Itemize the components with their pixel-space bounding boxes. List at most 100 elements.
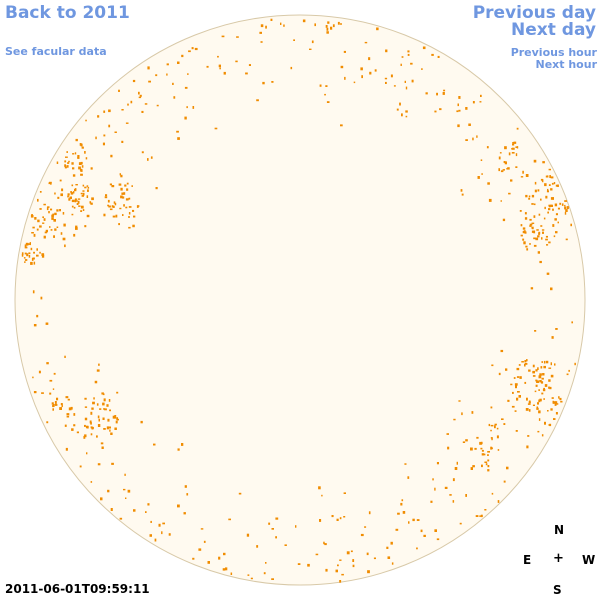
facula-mark — [100, 497, 103, 501]
facula-mark — [519, 210, 522, 212]
facula-mark — [528, 400, 531, 404]
facula-mark — [542, 161, 545, 164]
facula-mark — [118, 89, 120, 92]
facula-mark — [564, 206, 567, 210]
facula-mark — [548, 184, 551, 186]
facula-mark — [571, 321, 573, 324]
facula-mark — [57, 196, 60, 199]
previous-day-link[interactable]: Previous day — [472, 3, 596, 23]
facula-mark — [343, 516, 346, 518]
facula-mark — [149, 534, 152, 537]
facula-mark — [559, 202, 562, 205]
facula-mark — [73, 424, 76, 427]
facula-mark — [33, 391, 37, 394]
facula-mark — [72, 174, 76, 177]
facula-mark — [125, 206, 128, 209]
facula-mark — [447, 446, 450, 450]
facula-mark — [437, 55, 440, 58]
facula-mark — [369, 71, 372, 75]
facula-mark — [59, 209, 61, 212]
facula-mark — [517, 391, 520, 393]
next-day-link[interactable]: Next day — [511, 20, 596, 40]
facula-mark — [487, 465, 490, 468]
facula-mark — [444, 486, 448, 489]
facula-mark — [541, 434, 544, 437]
facula-mark — [77, 156, 80, 159]
facula-mark — [480, 514, 483, 518]
facula-mark — [218, 556, 221, 560]
facula-mark — [539, 380, 542, 383]
compass-south-label: S — [553, 583, 562, 597]
facula-mark — [524, 381, 527, 384]
facula-mark — [540, 366, 543, 369]
facula-mark — [494, 423, 497, 426]
facula-mark — [147, 158, 149, 161]
facula-mark — [550, 287, 553, 291]
facula-mark — [101, 392, 104, 395]
facula-mark — [54, 228, 57, 231]
back-to-year-link[interactable]: Back to 2011 — [5, 3, 130, 23]
facula-mark — [147, 503, 150, 506]
facula-mark — [548, 208, 551, 211]
facula-mark — [462, 441, 466, 443]
facula-mark — [538, 410, 541, 414]
facula-mark — [545, 195, 548, 199]
facula-mark — [184, 485, 187, 488]
facula-mark — [90, 422, 92, 425]
facula-mark — [529, 243, 531, 245]
facula-mark — [325, 85, 328, 87]
facula-mark — [544, 183, 547, 187]
previous-hour-link[interactable]: Previous hour — [510, 46, 597, 59]
facula-mark — [542, 231, 544, 234]
facula-mark — [535, 384, 538, 387]
facula-mark — [538, 231, 541, 235]
facula-mark — [85, 119, 87, 122]
facula-mark — [536, 407, 539, 410]
facula-mark — [434, 110, 437, 113]
facula-mark — [119, 207, 122, 210]
facula-mark — [511, 147, 515, 150]
observation-timestamp: 2011-06-01T09:59:11 — [5, 582, 150, 596]
see-facular-data-link[interactable]: See facular data — [5, 45, 107, 58]
facula-mark — [84, 406, 88, 408]
facula-mark — [128, 216, 130, 218]
facula-mark — [263, 572, 266, 575]
facula-mark — [90, 167, 93, 170]
next-hour-link[interactable]: Next hour — [535, 58, 598, 71]
facula-mark — [552, 197, 554, 200]
facula-mark — [97, 463, 101, 466]
facula-mark — [518, 364, 521, 366]
facula-mark — [194, 47, 198, 51]
facula-mark — [465, 139, 468, 141]
facula-mark — [531, 222, 535, 224]
facula-mark — [522, 227, 526, 230]
facula-mark — [488, 423, 491, 427]
facula-mark — [247, 574, 250, 576]
facula-mark — [103, 213, 106, 217]
facula-mark — [543, 360, 546, 364]
facula-mark — [54, 212, 57, 216]
facula-mark — [96, 403, 99, 406]
facula-mark — [524, 363, 526, 367]
facula-mark — [33, 251, 35, 254]
facula-mark — [491, 437, 493, 441]
facula-mark — [353, 81, 356, 84]
facula-mark — [43, 218, 46, 221]
facula-mark — [570, 223, 572, 227]
facula-mark — [82, 209, 85, 211]
facula-mark — [66, 165, 69, 168]
facula-mark — [551, 397, 554, 399]
facula-mark — [116, 391, 119, 394]
facula-mark — [89, 420, 92, 424]
facula-mark — [425, 92, 428, 95]
facula-mark — [402, 511, 406, 514]
facula-mark — [109, 183, 112, 186]
facula-mark — [103, 398, 106, 402]
facula-mark — [107, 199, 110, 203]
facula-mark — [516, 367, 520, 371]
facula-mark — [64, 355, 66, 358]
facula-mark — [97, 424, 101, 427]
facula-mark — [173, 96, 176, 99]
facula-mark — [84, 397, 87, 400]
facula-mark — [115, 420, 118, 424]
